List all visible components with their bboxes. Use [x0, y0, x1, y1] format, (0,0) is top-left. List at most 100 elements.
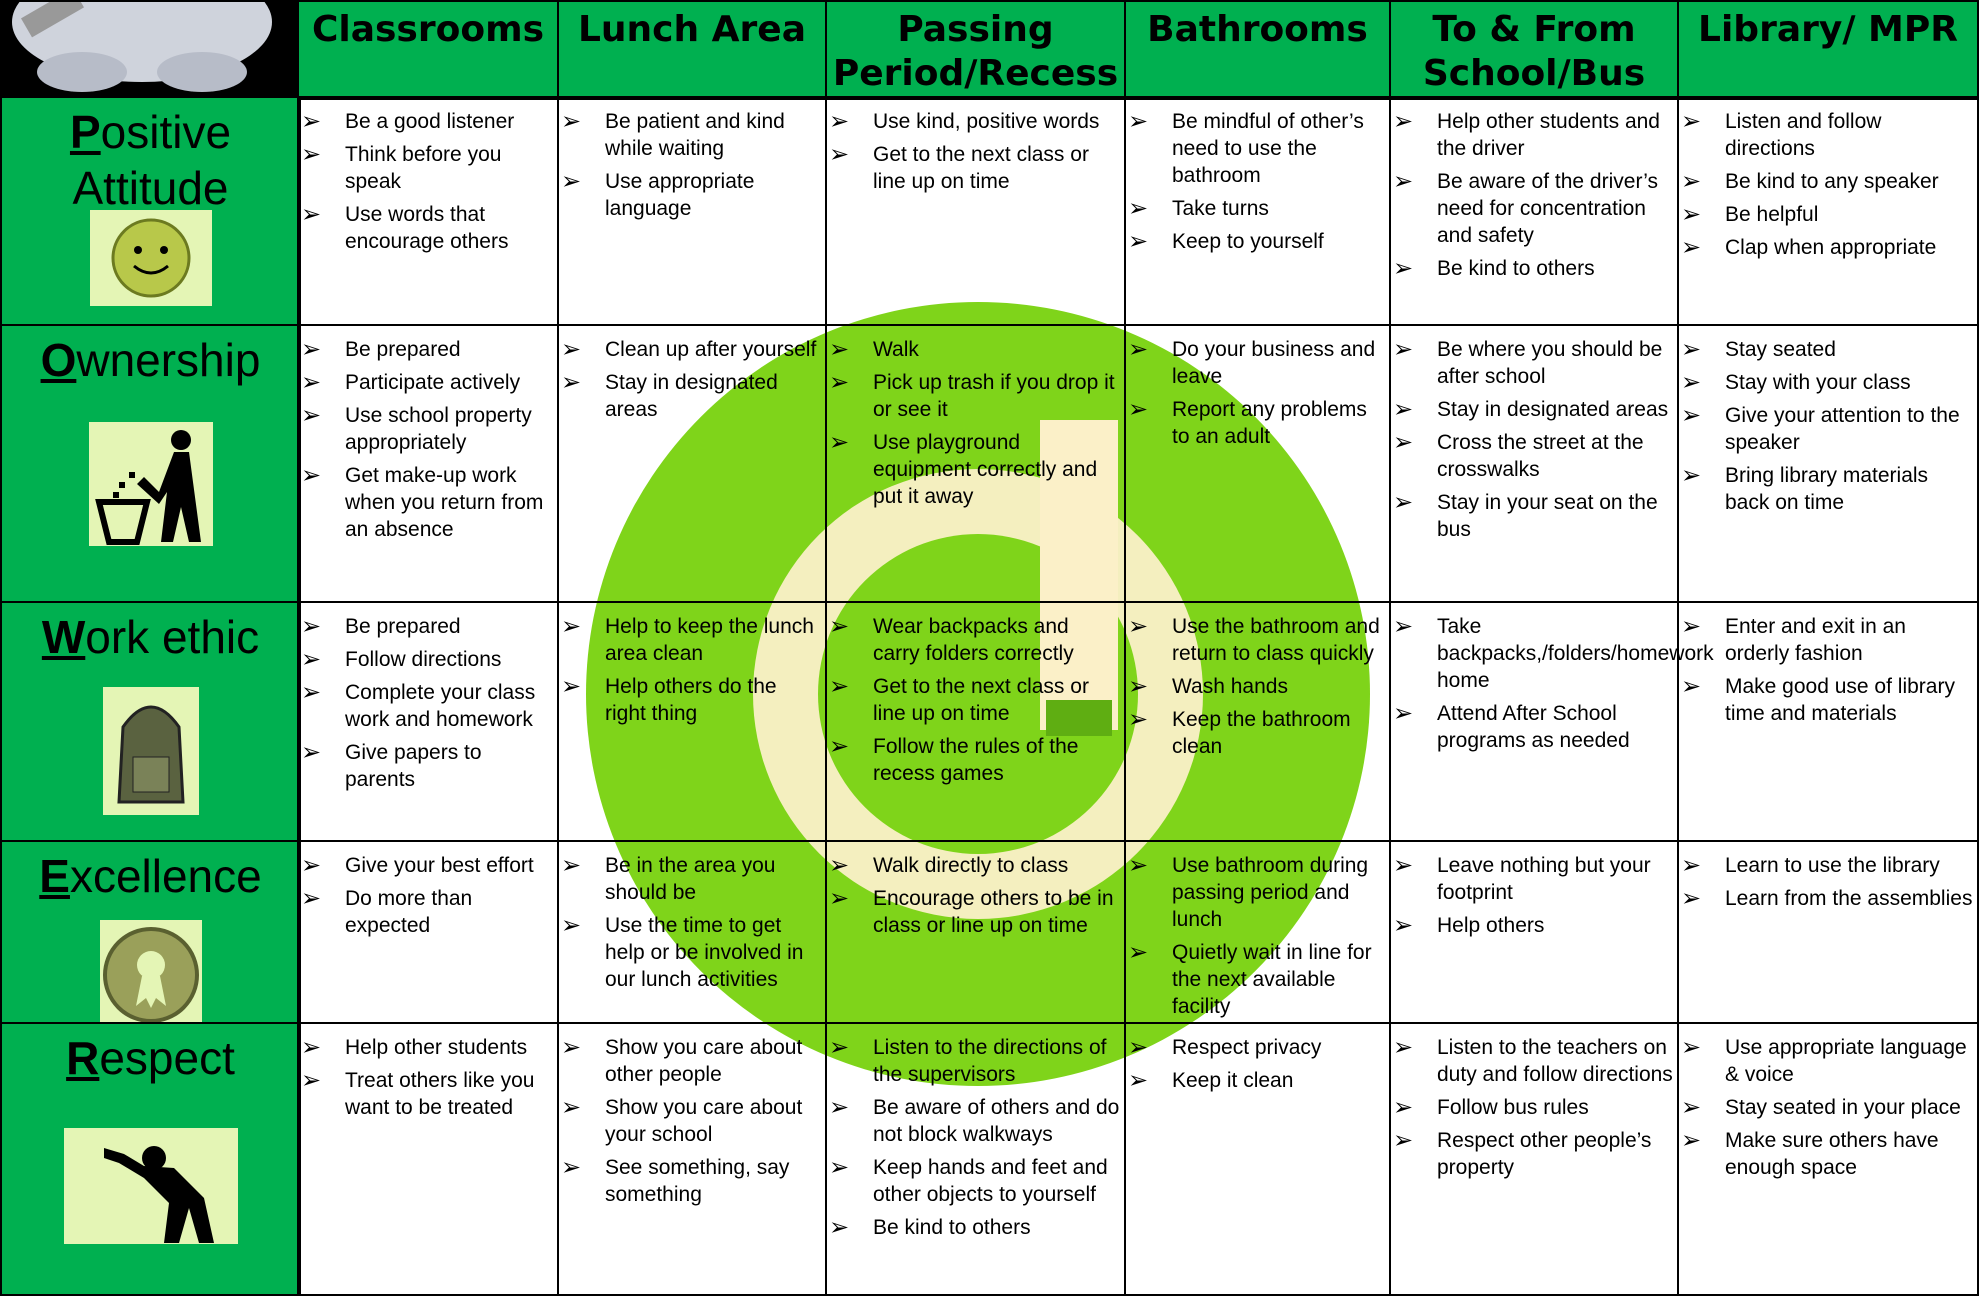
rule-cell: Be prepared Participate actively Use schoo…	[297, 324, 559, 603]
rule-item: Encourage others to be in class or line …	[827, 885, 1120, 939]
rule-item: Stay in designated areas	[1391, 396, 1673, 423]
logo-cell	[0, 0, 301, 100]
rule-cell: Do your business and leave Report any pro…	[1124, 324, 1391, 603]
rule-item: Stay seated in your place	[1679, 1094, 1973, 1121]
rule-item: Do more than expected	[299, 885, 553, 939]
rule-item: Make good use of library time and materi…	[1679, 673, 1973, 727]
rule-item: Give your attention to the speaker	[1679, 402, 1973, 456]
rule-item: Think before you speak	[299, 141, 553, 195]
rule-cell: Clean up after yourself Stay in designate…	[557, 324, 827, 603]
rule-cell: Be a good listener Think before you speak…	[297, 96, 559, 326]
rule-item: Treat others like you want to be treated	[299, 1067, 553, 1121]
rule-item: Be prepared	[299, 613, 553, 640]
column-header: Lunch Area	[557, 0, 827, 100]
rule-item: Be a good listener	[299, 108, 553, 135]
label-rest: ork ethic	[85, 611, 260, 663]
rule-item: Use the time to get help or be involved …	[559, 912, 821, 993]
rule-item: Show you care about other people	[559, 1034, 821, 1088]
rule-cell: Be patient and kind while waiting Use app…	[557, 96, 827, 326]
rule-item: Use words that encourage others	[299, 201, 553, 255]
rule-cell: Listen to the teachers on duty and follo…	[1389, 1022, 1679, 1296]
rule-item: Use playground equipment correctly and p…	[827, 429, 1120, 510]
rule-item: Keep it clean	[1126, 1067, 1385, 1094]
rule-cell: Use bathroom during passing period and l…	[1124, 840, 1391, 1024]
row-label: Excellence	[0, 840, 301, 1030]
column-header: Classrooms	[297, 0, 559, 100]
rule-cell: Stay seated Stay with your class Give your…	[1677, 324, 1979, 603]
rule-item: Learn from the assemblies	[1679, 885, 1973, 912]
rule-cell: Learn to use the library Learn from the a…	[1677, 840, 1979, 1024]
rule-cell: Be mindful of other’s need to use the ba…	[1124, 96, 1391, 326]
column-header: Bathrooms	[1124, 0, 1391, 100]
rule-item: Bring library materials back on time	[1679, 462, 1973, 516]
label-letter: O	[40, 334, 77, 386]
rule-item: Give papers to parents	[299, 739, 553, 793]
rule-item: Help other students and the driver	[1391, 108, 1673, 162]
rule-cell: Use appropriate language & voice Stay sea…	[1677, 1022, 1979, 1296]
rule-item: Help to keep the lunch area clean	[559, 613, 821, 667]
rule-item: Take turns	[1126, 195, 1385, 222]
rule-cell: Walk Pick up trash if you drop it or see …	[825, 324, 1126, 603]
label-rest: xcellence	[69, 850, 262, 902]
label-rest: espect	[99, 1032, 235, 1084]
rule-item: Listen to the teachers on duty and follo…	[1391, 1034, 1673, 1088]
rule-item: Learn to use the library	[1679, 852, 1973, 879]
rule-item: See something, say something	[559, 1154, 821, 1208]
row-icon	[89, 210, 212, 306]
rule-item: Attend After School programs as needed	[1391, 700, 1673, 754]
rule-cell: Take backpacks,/folders/homework home Att…	[1389, 601, 1714, 842]
rule-item: Use the bathroom and return to class qui…	[1126, 613, 1385, 667]
row-label: Work ethic	[0, 601, 301, 842]
rule-item: Keep to yourself	[1126, 228, 1385, 255]
rule-item: Enter and exit in an orderly fashion	[1679, 613, 1973, 667]
label-rest: ositive Attitude	[72, 106, 232, 214]
rule-item: Walk	[827, 336, 1120, 363]
label-letter: E	[39, 850, 70, 902]
row-label: Ownership	[0, 324, 301, 603]
rule-item: Be aware of the driver’s need for concen…	[1391, 168, 1673, 249]
rule-cell: Respect privacy Keep it clean	[1124, 1022, 1391, 1296]
rule-item: Be prepared	[299, 336, 553, 363]
rule-cell: Be in the area you should be Use the time…	[557, 840, 827, 1024]
column-header: Library/ MPR	[1677, 0, 1979, 100]
rule-cell: Use kind, positive words Get to the next …	[825, 96, 1126, 326]
rule-item: Get make-up work when you return from an…	[299, 462, 553, 543]
rule-item: Be helpful	[1679, 201, 1973, 228]
rule-item: Use appropriate language & voice	[1679, 1034, 1973, 1088]
rule-item: Stay in designated areas	[559, 369, 821, 423]
rule-item: Stay in your seat on the bus	[1391, 489, 1673, 543]
rule-item: Walk directly to class	[827, 852, 1120, 879]
rule-item: Be mindful of other’s need to use the ba…	[1126, 108, 1385, 189]
rule-item: Follow directions	[299, 646, 553, 673]
rule-item: Use bathroom during passing period and l…	[1126, 852, 1385, 933]
row-label: Positive Attitude	[0, 96, 301, 326]
rule-item: Clap when appropriate	[1679, 234, 1973, 261]
rule-item: Complete your class work and homework	[299, 679, 553, 733]
rule-item: Be aware of others and do not block walk…	[827, 1094, 1120, 1148]
row-label: Respect	[0, 1022, 301, 1296]
rule-item: Use kind, positive words	[827, 108, 1120, 135]
rule-item: Cross the street at the crosswalks	[1391, 429, 1673, 483]
rule-item: Be in the area you should be	[559, 852, 821, 906]
rule-cell: Show you care about other people Show you…	[557, 1022, 827, 1296]
rule-item: Take backpacks,/folders/homework home	[1391, 613, 1714, 694]
rule-item: Stay seated	[1679, 336, 1973, 363]
rule-item: Use appropriate language	[559, 168, 821, 222]
rule-item: Stay with your class	[1679, 369, 1973, 396]
rule-item: Do your business and leave	[1126, 336, 1385, 390]
rule-item: Be kind to any speaker	[1679, 168, 1973, 195]
rule-item: Listen to the directions of the supervis…	[827, 1034, 1120, 1088]
row-icon	[88, 422, 213, 546]
rule-item: Clean up after yourself	[559, 336, 821, 363]
rule-item: Be patient and kind while waiting	[559, 108, 821, 162]
rule-item: Participate actively	[299, 369, 553, 396]
column-header: To & From School/Bus	[1389, 0, 1679, 100]
label-letter: W	[41, 611, 86, 663]
label-letter: P	[69, 106, 101, 158]
rule-item: Use school property appropriately	[299, 402, 553, 456]
rule-cell: Walk directly to class Encourage others t…	[825, 840, 1126, 1024]
rule-cell: Help other students Treat others like you…	[297, 1022, 559, 1296]
rule-item: Be kind to others	[1391, 255, 1673, 282]
